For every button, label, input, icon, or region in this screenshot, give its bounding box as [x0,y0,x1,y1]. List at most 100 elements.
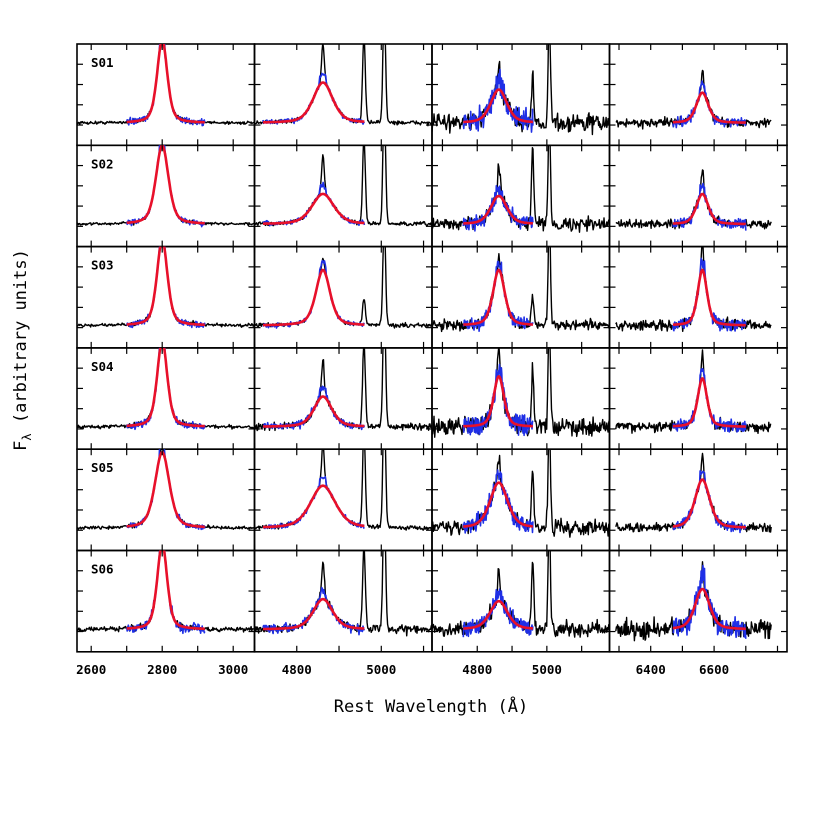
panel-frame [253,448,433,552]
model-fit [462,88,534,124]
model-fit [262,192,365,225]
observed-spectrum [77,44,255,126]
row-label-s03: S03 [91,258,114,273]
observed-spectrum [77,550,255,633]
observed-spectrum [254,145,432,227]
panel-s01-col1: S01 [76,43,256,147]
panel-frame [608,549,788,653]
broad-residual [262,259,366,329]
observed-spectrum [615,246,772,332]
model-fit [672,377,747,428]
panel-s01-col4 [608,43,788,147]
svg-text:Fλ (arbitrary units): Fλ (arbitrary units) [11,249,34,451]
row-label-s04: S04 [91,359,114,374]
x-tick-label: 3000 [218,662,248,677]
panel-frame [253,43,433,147]
model-fit [462,599,534,630]
row-label-s02: S02 [91,156,114,171]
panel-s02-col2 [253,144,433,248]
broad-residual [125,347,206,431]
broad-residual [125,145,206,228]
model-fit [672,91,747,124]
observed-spectrum [254,246,432,329]
panel-s05-col2 [253,448,433,552]
x-tick-labels: 2600 2800 3000 4800 5000 4800 5000 6400 6600 [76,662,729,677]
panel-s03-col4 [608,245,788,349]
panel-s01-col2 [253,43,433,147]
x-tick-label: 5000 [366,662,396,677]
panel-s04-col3 [431,347,611,450]
panel-frame [431,245,611,349]
y-axis-label-subscript: λ [20,433,34,440]
observed-spectrum [432,347,610,438]
panel-frame [431,43,611,147]
model-fit [126,246,206,327]
broad-residual [462,469,534,534]
panel-s04-col1: S04 [76,347,256,450]
panel-s01-col3 [431,43,611,147]
broad-residual [462,68,534,133]
panel-s06-col4 [608,549,788,653]
x-tick-label: 4800 [462,662,492,677]
x-tick-label: 2600 [76,662,106,677]
panel-s02-col1: S02 [76,144,256,248]
panel-s04-col4 [608,347,788,450]
panel-frame [253,245,433,349]
model-fit [672,192,747,226]
model-fit [262,268,365,327]
model-fit [126,44,206,124]
row-label-s06: S06 [91,562,114,577]
x-tick-label: 5000 [532,662,562,677]
broad-residual [462,363,534,437]
y-axis-label: Fλ (arbitrary units) [11,249,34,451]
x-tick-label: 4800 [282,662,312,677]
observed-spectrum [77,145,255,227]
row-label-s05: S05 [91,460,114,475]
model-fit [462,268,534,326]
model-fit [126,145,206,225]
x-axis-label: Rest Wavelength (Å) [334,695,528,717]
panel-frame [253,144,433,248]
panel-s06-col1: S06 [76,549,256,653]
x-tick-label: 6600 [699,662,729,677]
panel-s05-col1: S05 [76,448,256,552]
model-fit [672,478,747,529]
model-fit [462,481,534,528]
panel-frame [431,448,611,552]
observed-spectrum [615,169,772,230]
observed-spectrum [432,246,610,333]
panel-s02-col3 [431,144,611,248]
broad-residual [672,368,747,433]
broad-residual [462,185,534,232]
model-fit [262,597,365,631]
panel-frame [608,43,788,147]
broad-residual [125,550,206,635]
observed-spectrum [615,69,772,130]
observed-spectrum [615,561,772,642]
panel-s03-col2 [253,245,433,349]
broad-residual [125,449,206,531]
observed-spectrum [432,44,610,136]
model-fit [462,375,534,428]
panel-s05-col4 [608,448,788,552]
model-fit [262,395,365,428]
x-tick-label: 6400 [636,662,666,677]
panel-s03-col3 [431,245,611,349]
model-fit [126,550,206,631]
observed-spectrum [432,145,610,233]
panel-s03-col1: S03 [76,245,256,349]
panel-frame [431,549,611,653]
panel-frame [608,448,788,552]
model-fit [126,451,206,529]
panel-frame [253,347,433,450]
row-label-s01: S01 [91,55,114,70]
broad-residual [125,246,206,329]
panel-frame [253,549,433,653]
observed-spectrum [615,452,772,533]
x-tick-label: 2800 [147,662,177,677]
model-fit [262,484,365,529]
panel-s02-col4 [608,144,788,248]
panel-grid: S01 S02 S03 S04 S05 S06 [76,43,788,653]
model-fit [126,347,206,428]
